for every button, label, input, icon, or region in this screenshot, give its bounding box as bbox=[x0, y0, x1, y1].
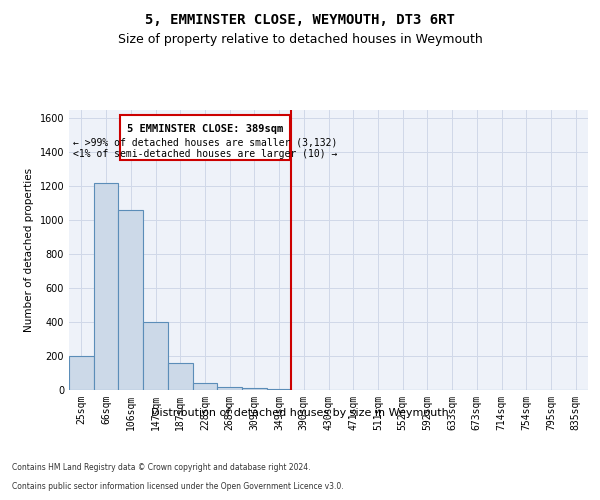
Bar bbox=[267, 389, 292, 390]
Bar bbox=[118, 210, 143, 390]
Bar bbox=[168, 363, 193, 390]
Bar bbox=[69, 356, 94, 390]
Text: Contains public sector information licensed under the Open Government Licence v3: Contains public sector information licen… bbox=[12, 482, 344, 491]
Text: 5, EMMINSTER CLOSE, WEYMOUTH, DT3 6RT: 5, EMMINSTER CLOSE, WEYMOUTH, DT3 6RT bbox=[145, 12, 455, 26]
Text: Contains HM Land Registry data © Crown copyright and database right 2024.: Contains HM Land Registry data © Crown c… bbox=[12, 464, 311, 472]
Text: 5 EMMINSTER CLOSE: 389sqm: 5 EMMINSTER CLOSE: 389sqm bbox=[127, 124, 283, 134]
Bar bbox=[143, 322, 168, 390]
Text: ← >99% of detached houses are smaller (3,132): ← >99% of detached houses are smaller (3… bbox=[73, 137, 337, 147]
FancyBboxPatch shape bbox=[119, 115, 290, 160]
Bar bbox=[94, 183, 118, 390]
Y-axis label: Number of detached properties: Number of detached properties bbox=[24, 168, 34, 332]
Bar bbox=[217, 386, 242, 390]
Text: Distribution of detached houses by size in Weymouth: Distribution of detached houses by size … bbox=[151, 408, 449, 418]
Text: <1% of semi-detached houses are larger (10) →: <1% of semi-detached houses are larger (… bbox=[73, 149, 337, 159]
Bar bbox=[193, 383, 217, 390]
Bar bbox=[242, 388, 267, 390]
Text: Size of property relative to detached houses in Weymouth: Size of property relative to detached ho… bbox=[118, 32, 482, 46]
